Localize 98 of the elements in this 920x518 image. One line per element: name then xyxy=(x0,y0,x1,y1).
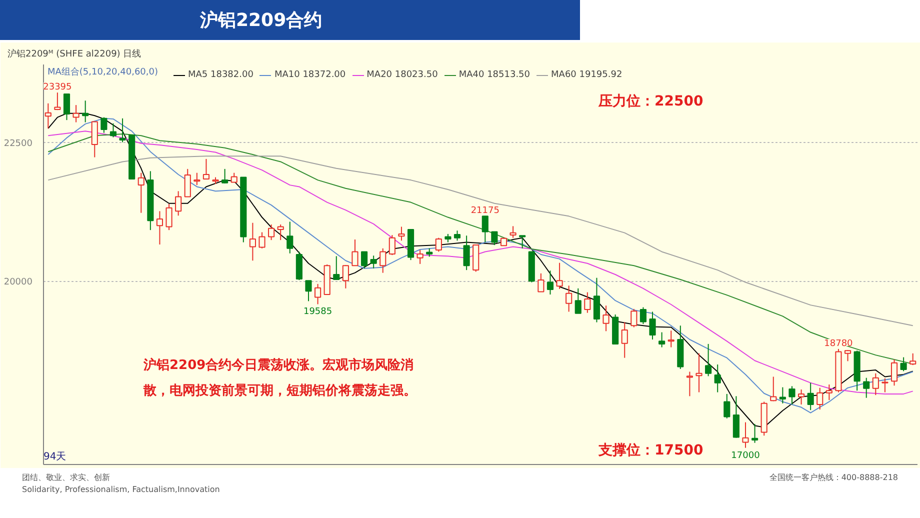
candlestick xyxy=(602,305,610,332)
candlestick xyxy=(388,234,396,256)
candlestick xyxy=(752,423,758,444)
candlestick xyxy=(705,343,712,377)
candlestick xyxy=(222,168,228,184)
candlestick xyxy=(770,376,777,402)
candlestick xyxy=(732,396,740,438)
candlestick xyxy=(184,168,191,198)
candlestick xyxy=(352,239,358,266)
candlestick xyxy=(333,256,340,280)
candlestick xyxy=(286,221,294,254)
candlestick xyxy=(305,280,312,302)
candlestick xyxy=(398,226,405,242)
candlestick xyxy=(742,422,749,448)
candlestick xyxy=(538,272,544,292)
text: Solidarity, Professionalism, Factualism,Innovation xyxy=(22,485,220,494)
candlestick xyxy=(82,100,89,123)
candlestick xyxy=(882,378,888,393)
candlestick xyxy=(668,330,674,348)
legend-label: MA10 18372.00 xyxy=(274,70,346,80)
candlestick xyxy=(268,224,275,241)
annotation: 压力位：22500 xyxy=(598,94,704,110)
candlestick xyxy=(119,118,126,143)
candlestick xyxy=(194,172,200,186)
annotation: 19585 xyxy=(303,307,332,318)
annotation: 沪铝2209合约今日震荡收涨。宏观市场风险消散，电网投资前景可期，短期铝价将震荡走强。 xyxy=(142,357,416,398)
text: 全国统一客户热线：400-8888-218 xyxy=(769,472,898,484)
candlestick xyxy=(519,235,526,249)
candlestick xyxy=(724,393,730,419)
candlestick xyxy=(166,203,172,231)
candlestick xyxy=(435,237,442,252)
candlestick xyxy=(593,277,600,323)
line-series xyxy=(48,156,914,326)
candlestick xyxy=(686,371,693,397)
candlestick xyxy=(91,121,98,158)
candlestick xyxy=(314,283,322,305)
candlestick xyxy=(463,235,470,271)
candlestick xyxy=(900,356,907,372)
candlestick xyxy=(342,264,349,289)
legend-title: MA组合(5,10,20,40,60,0) xyxy=(48,66,158,78)
candlestick xyxy=(863,377,870,398)
legend-label: MA5 18382.00 xyxy=(188,70,254,80)
candlestick xyxy=(370,255,377,269)
candlestick xyxy=(546,270,554,295)
y-tick-label: 20000 xyxy=(4,278,33,288)
candlestick xyxy=(72,104,80,123)
candlestick xyxy=(872,372,879,396)
candlestick xyxy=(491,231,498,246)
candlestick xyxy=(249,222,256,262)
candlestick xyxy=(779,386,786,404)
candlestick xyxy=(807,382,814,411)
candlestick xyxy=(277,224,284,241)
candlestick xyxy=(658,332,666,348)
legend-label: MA40 18513.50 xyxy=(458,70,530,80)
candlestick xyxy=(482,215,488,243)
annotation: 18780 xyxy=(824,338,854,349)
candlestick xyxy=(110,122,117,138)
candlestick xyxy=(63,93,70,121)
legend-label: MA60 19195.92 xyxy=(551,70,622,80)
candlestick xyxy=(202,158,210,180)
candlestick xyxy=(156,210,164,245)
annotation: 支撑位：17500 xyxy=(598,442,704,458)
candlestick xyxy=(54,92,61,111)
candlestick xyxy=(380,248,386,274)
annotation: 17000 xyxy=(731,450,760,461)
candlestick xyxy=(844,350,852,362)
candlestick xyxy=(584,292,591,314)
candlestick xyxy=(696,352,702,393)
candlestick xyxy=(360,251,368,269)
candlestick xyxy=(454,230,461,242)
annotation: 21175 xyxy=(470,206,500,216)
candlestick xyxy=(510,226,516,238)
candlestick xyxy=(175,190,182,216)
candlestick xyxy=(621,322,628,358)
candlestick xyxy=(640,306,646,324)
chart-subtitle: 沪铝2209ᴹ (SHFE al2209) 日线 xyxy=(8,48,142,60)
candlestick xyxy=(138,172,144,214)
candlestick xyxy=(649,311,656,340)
candlestick xyxy=(416,250,424,264)
chart-title: 沪铝2209合约 xyxy=(200,9,322,33)
candlestick xyxy=(816,387,824,410)
legend-label: MA20 18023.50 xyxy=(366,70,438,80)
candlestick xyxy=(100,116,108,134)
candlestick xyxy=(574,288,582,314)
annotation: 23395 xyxy=(43,82,72,93)
y-tick-label: 22500 xyxy=(4,138,33,149)
candlestick xyxy=(556,262,563,290)
candlestick xyxy=(566,285,572,312)
candlestick xyxy=(788,386,796,405)
candlestick xyxy=(630,308,638,328)
text: 团结、敬业、求实、创新 xyxy=(22,473,110,482)
candlestick xyxy=(258,232,266,249)
candlestick xyxy=(798,389,805,405)
candlestick xyxy=(890,359,898,386)
candlestick xyxy=(826,384,832,401)
annotation: 94天 xyxy=(44,452,66,462)
candlestick xyxy=(230,172,238,183)
candlestick xyxy=(714,364,721,393)
